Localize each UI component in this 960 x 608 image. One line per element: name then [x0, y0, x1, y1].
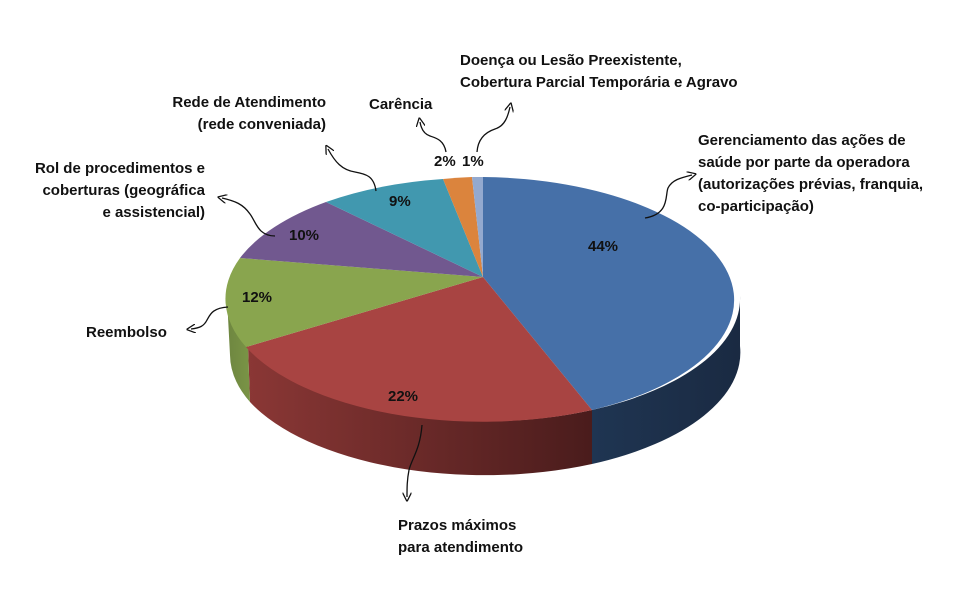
label-gerenciamento: Gerenciamento das ações de saúde por par… [698, 132, 924, 215]
leader-arrows [191, 107, 692, 497]
label-rol: Rol de procedimentos e coberturas (geogr… [34, 160, 205, 221]
label-doenca: Doença ou Lesão Preexistente, Cobertura … [460, 52, 738, 91]
label-reembolso: Reembolso [86, 324, 167, 341]
pct-prazos: 22% [388, 388, 419, 405]
slice-prazos [246, 277, 592, 422]
arrow-gerenciamento [644, 175, 692, 219]
arrow-carencia [420, 122, 447, 153]
slice-reembolso [225, 258, 484, 347]
pct-doenca: 1% [462, 153, 484, 170]
arrow-prazos [407, 424, 423, 497]
pct-gerenciamento: 44% [588, 238, 619, 255]
slice-gerenciamento [483, 177, 735, 410]
arrow-rede [328, 149, 377, 192]
side-reembolso [226, 298, 250, 402]
pie-top [225, 176, 735, 422]
slice-doenca [472, 176, 483, 277]
slice-rede [326, 179, 483, 277]
pct-reembolso: 12% [242, 289, 273, 306]
pie-sides [226, 296, 741, 476]
label-rede: Rede de Atendimento (rede conveniada) [172, 94, 326, 133]
pct-carencia: 2% [434, 153, 456, 170]
arrow-reembolso [191, 306, 229, 329]
side-prazos [248, 347, 592, 476]
side-gerenciamento [592, 296, 741, 464]
label-prazos: Prazos máximos para atendimento [398, 517, 524, 556]
arrow-doenca [476, 107, 510, 153]
slice-carencia [443, 177, 483, 277]
slice-rol [240, 202, 483, 277]
pct-rede: 9% [389, 193, 411, 210]
label-carencia: Carência [369, 96, 433, 113]
arrow-rol [222, 198, 276, 237]
pct-rol: 10% [289, 227, 320, 244]
